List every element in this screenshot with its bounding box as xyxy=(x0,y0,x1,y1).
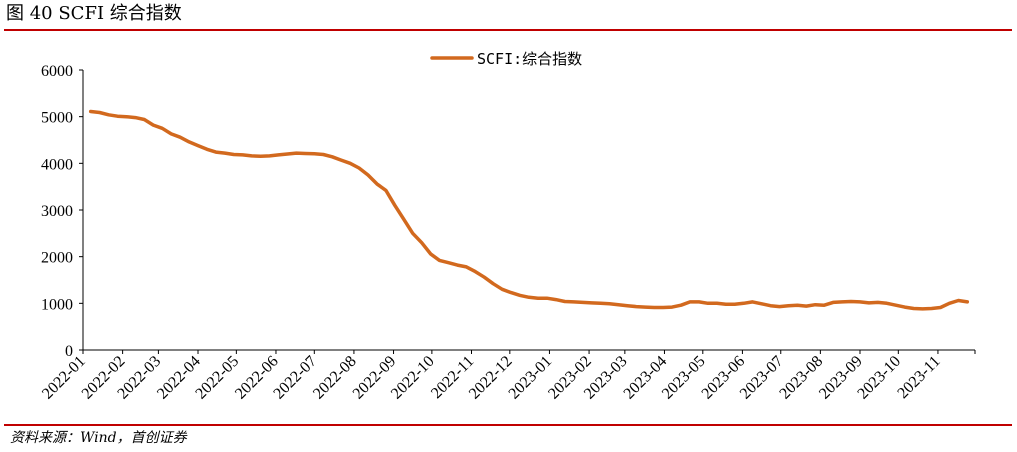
y-tick-label: 0 xyxy=(65,343,73,360)
x-tick-label: 2022-07 xyxy=(270,353,320,403)
x-tick-label: 2022-12 xyxy=(466,353,516,403)
x-tick-label: 2023-10 xyxy=(854,353,904,403)
x-tick-label: 2023-05 xyxy=(659,353,709,403)
x-tick-label: 2022-01 xyxy=(39,353,89,403)
series-line xyxy=(88,109,970,311)
y-tick-label: 4000 xyxy=(41,156,73,173)
y-tick-label: 1000 xyxy=(41,296,73,313)
x-tick-label: 2023-11 xyxy=(894,353,943,402)
x-tick-label: 2023-07 xyxy=(737,353,787,403)
source-note: 资料来源：Wind，首创证券 xyxy=(10,430,187,446)
y-tick-label: 5000 xyxy=(41,110,73,127)
x-tick-label: 2022-05 xyxy=(192,353,242,403)
source-rule xyxy=(4,424,1012,426)
x-tick-label: 2022-10 xyxy=(388,353,438,403)
x-tick-label: 2022-08 xyxy=(310,353,360,403)
x-tick-label: 2023-01 xyxy=(506,353,556,403)
legend-label: SCFI:综合指数 xyxy=(477,50,582,68)
y-tick-label: 2000 xyxy=(41,250,73,267)
y-tick-label: 3000 xyxy=(41,203,73,220)
y-tick-label: 6000 xyxy=(41,63,73,80)
figure-title: 图 40 SCFI 综合指数 xyxy=(6,3,182,24)
title-rule xyxy=(4,29,1012,31)
x-tick-label: 2023-08 xyxy=(776,353,826,403)
